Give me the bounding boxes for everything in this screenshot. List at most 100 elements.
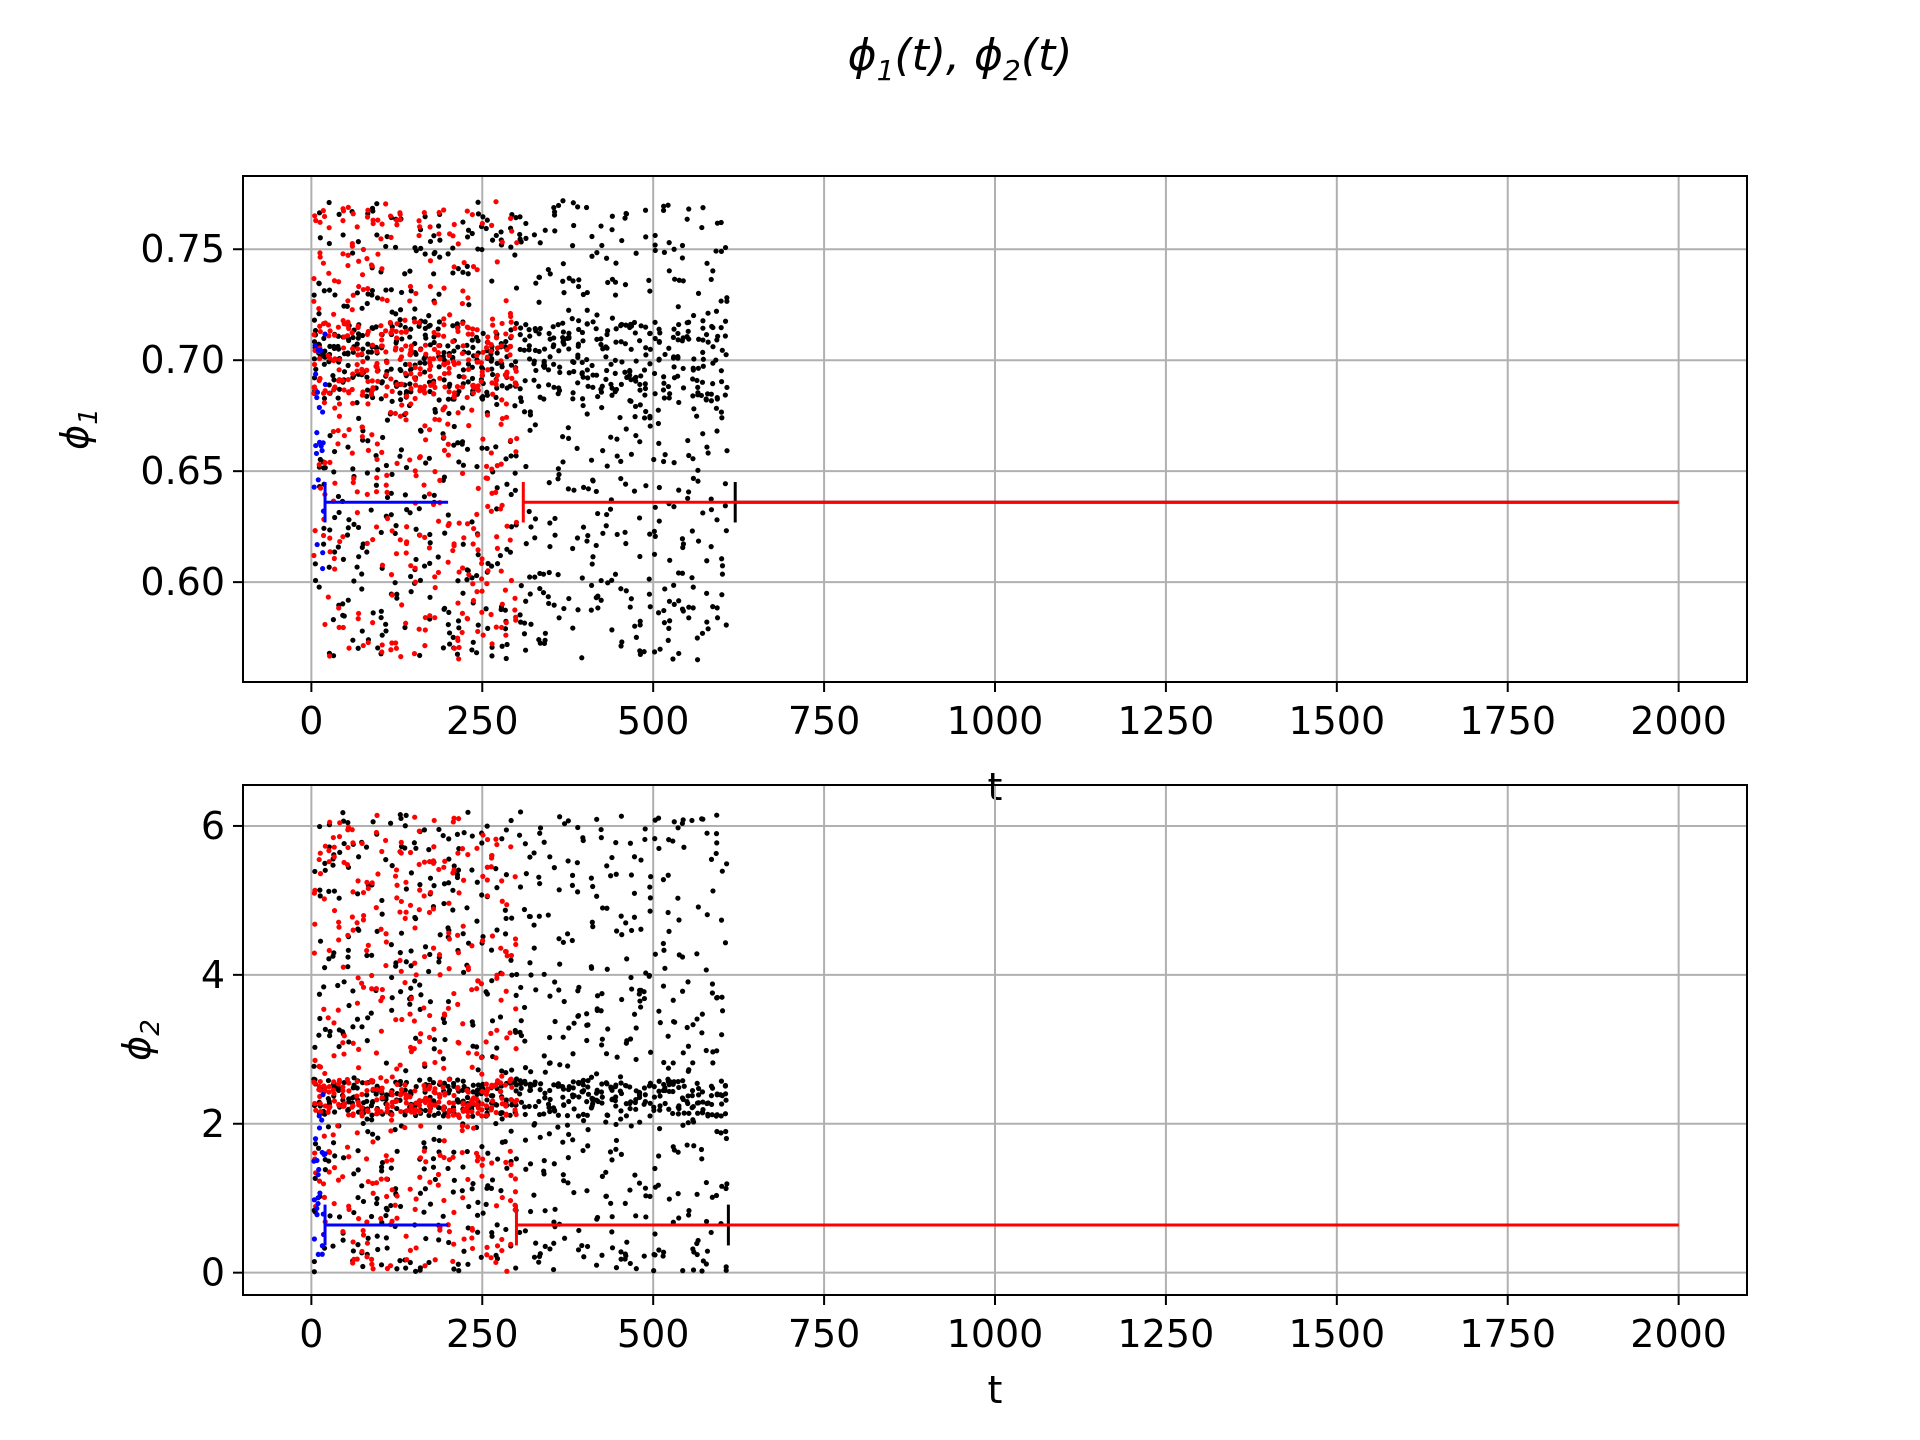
data-point bbox=[345, 298, 351, 304]
data-point bbox=[628, 398, 634, 404]
data-point bbox=[319, 447, 325, 454]
data-point bbox=[642, 385, 649, 392]
data-point bbox=[633, 1056, 639, 1063]
data-point bbox=[479, 588, 485, 594]
y-tick-label: 0.65 bbox=[140, 449, 225, 493]
data-point bbox=[326, 1105, 332, 1111]
data-point bbox=[330, 428, 336, 435]
data-point bbox=[471, 1125, 477, 1131]
data-point bbox=[456, 360, 462, 366]
data-point bbox=[508, 333, 514, 339]
data-point bbox=[359, 272, 366, 278]
data-point bbox=[432, 574, 438, 580]
data-point bbox=[685, 1212, 692, 1218]
data-point bbox=[618, 1116, 624, 1122]
series-blue bbox=[311, 1092, 449, 1258]
data-point bbox=[722, 392, 728, 398]
data-point bbox=[560, 1034, 566, 1040]
data-point bbox=[411, 375, 417, 381]
data-point bbox=[312, 1150, 318, 1156]
data-point bbox=[617, 1088, 623, 1094]
data-point bbox=[416, 1097, 423, 1104]
data-point bbox=[355, 331, 362, 337]
data-point bbox=[442, 384, 448, 390]
data-point bbox=[609, 213, 615, 219]
data-point bbox=[714, 396, 720, 402]
data-point bbox=[666, 1106, 672, 1112]
data-point bbox=[488, 947, 495, 953]
data-point bbox=[336, 1101, 342, 1108]
data-point bbox=[351, 475, 357, 482]
data-point bbox=[378, 1087, 385, 1094]
data-point bbox=[469, 519, 475, 525]
data-point bbox=[394, 882, 400, 888]
data-point bbox=[657, 330, 663, 336]
panel-phi1: 0 250 500 750 1000 1250 1500 1750 2000 0.600.650… bbox=[53, 175, 1748, 809]
data-point bbox=[618, 1108, 624, 1114]
data-point bbox=[618, 586, 624, 592]
data-point bbox=[594, 1216, 600, 1222]
data-point bbox=[512, 595, 518, 601]
data-point bbox=[545, 266, 551, 273]
data-point bbox=[494, 534, 500, 540]
data-point bbox=[504, 347, 510, 353]
data-point bbox=[403, 886, 409, 892]
data-point bbox=[450, 1100, 457, 1106]
data-point bbox=[331, 278, 338, 284]
data-point bbox=[498, 945, 504, 951]
data-point bbox=[470, 1113, 476, 1119]
data-point bbox=[540, 590, 547, 596]
data-point bbox=[470, 597, 477, 604]
x-tick-label: 1250 bbox=[1118, 699, 1215, 743]
data-point bbox=[364, 491, 370, 498]
data-point bbox=[354, 341, 360, 347]
data-point bbox=[633, 1213, 639, 1219]
data-point bbox=[719, 868, 725, 874]
data-point bbox=[441, 1197, 447, 1204]
data-point bbox=[311, 356, 317, 362]
data-point bbox=[713, 405, 720, 411]
data-point bbox=[484, 877, 490, 883]
data-point bbox=[655, 420, 661, 427]
data-point bbox=[365, 1128, 371, 1135]
data-point bbox=[694, 1251, 700, 1258]
data-point bbox=[356, 283, 362, 290]
data-point bbox=[488, 450, 494, 456]
data-point bbox=[528, 972, 534, 978]
data-point bbox=[474, 845, 480, 851]
data-point bbox=[570, 1051, 576, 1057]
data-point bbox=[331, 549, 338, 555]
data-point bbox=[365, 401, 371, 407]
data-point bbox=[666, 928, 672, 934]
data-point bbox=[314, 541, 320, 548]
data-point bbox=[355, 1148, 361, 1154]
data-point bbox=[598, 341, 604, 348]
data-point bbox=[499, 1095, 505, 1101]
data-point bbox=[637, 648, 643, 654]
data-point bbox=[636, 991, 642, 997]
data-point bbox=[370, 536, 376, 543]
data-point bbox=[349, 827, 355, 833]
data-point bbox=[359, 424, 365, 430]
y-tick-label: 6 bbox=[201, 804, 225, 848]
data-point bbox=[440, 407, 446, 413]
data-point bbox=[551, 1107, 558, 1113]
data-point bbox=[665, 1065, 672, 1071]
data-point bbox=[374, 360, 380, 367]
data-point bbox=[642, 836, 648, 843]
data-point bbox=[498, 358, 504, 364]
data-point bbox=[359, 1183, 365, 1189]
data-point bbox=[708, 1229, 714, 1236]
data-point bbox=[513, 285, 520, 291]
data-point bbox=[604, 463, 610, 469]
data-point bbox=[569, 882, 576, 889]
data-point bbox=[493, 624, 499, 630]
data-point bbox=[473, 1044, 480, 1050]
data-point bbox=[703, 1047, 709, 1054]
data-point bbox=[566, 1025, 572, 1031]
data-point bbox=[363, 1156, 370, 1162]
data-point bbox=[523, 463, 529, 470]
data-point bbox=[317, 850, 323, 856]
data-point bbox=[460, 367, 467, 373]
data-point bbox=[589, 362, 595, 369]
